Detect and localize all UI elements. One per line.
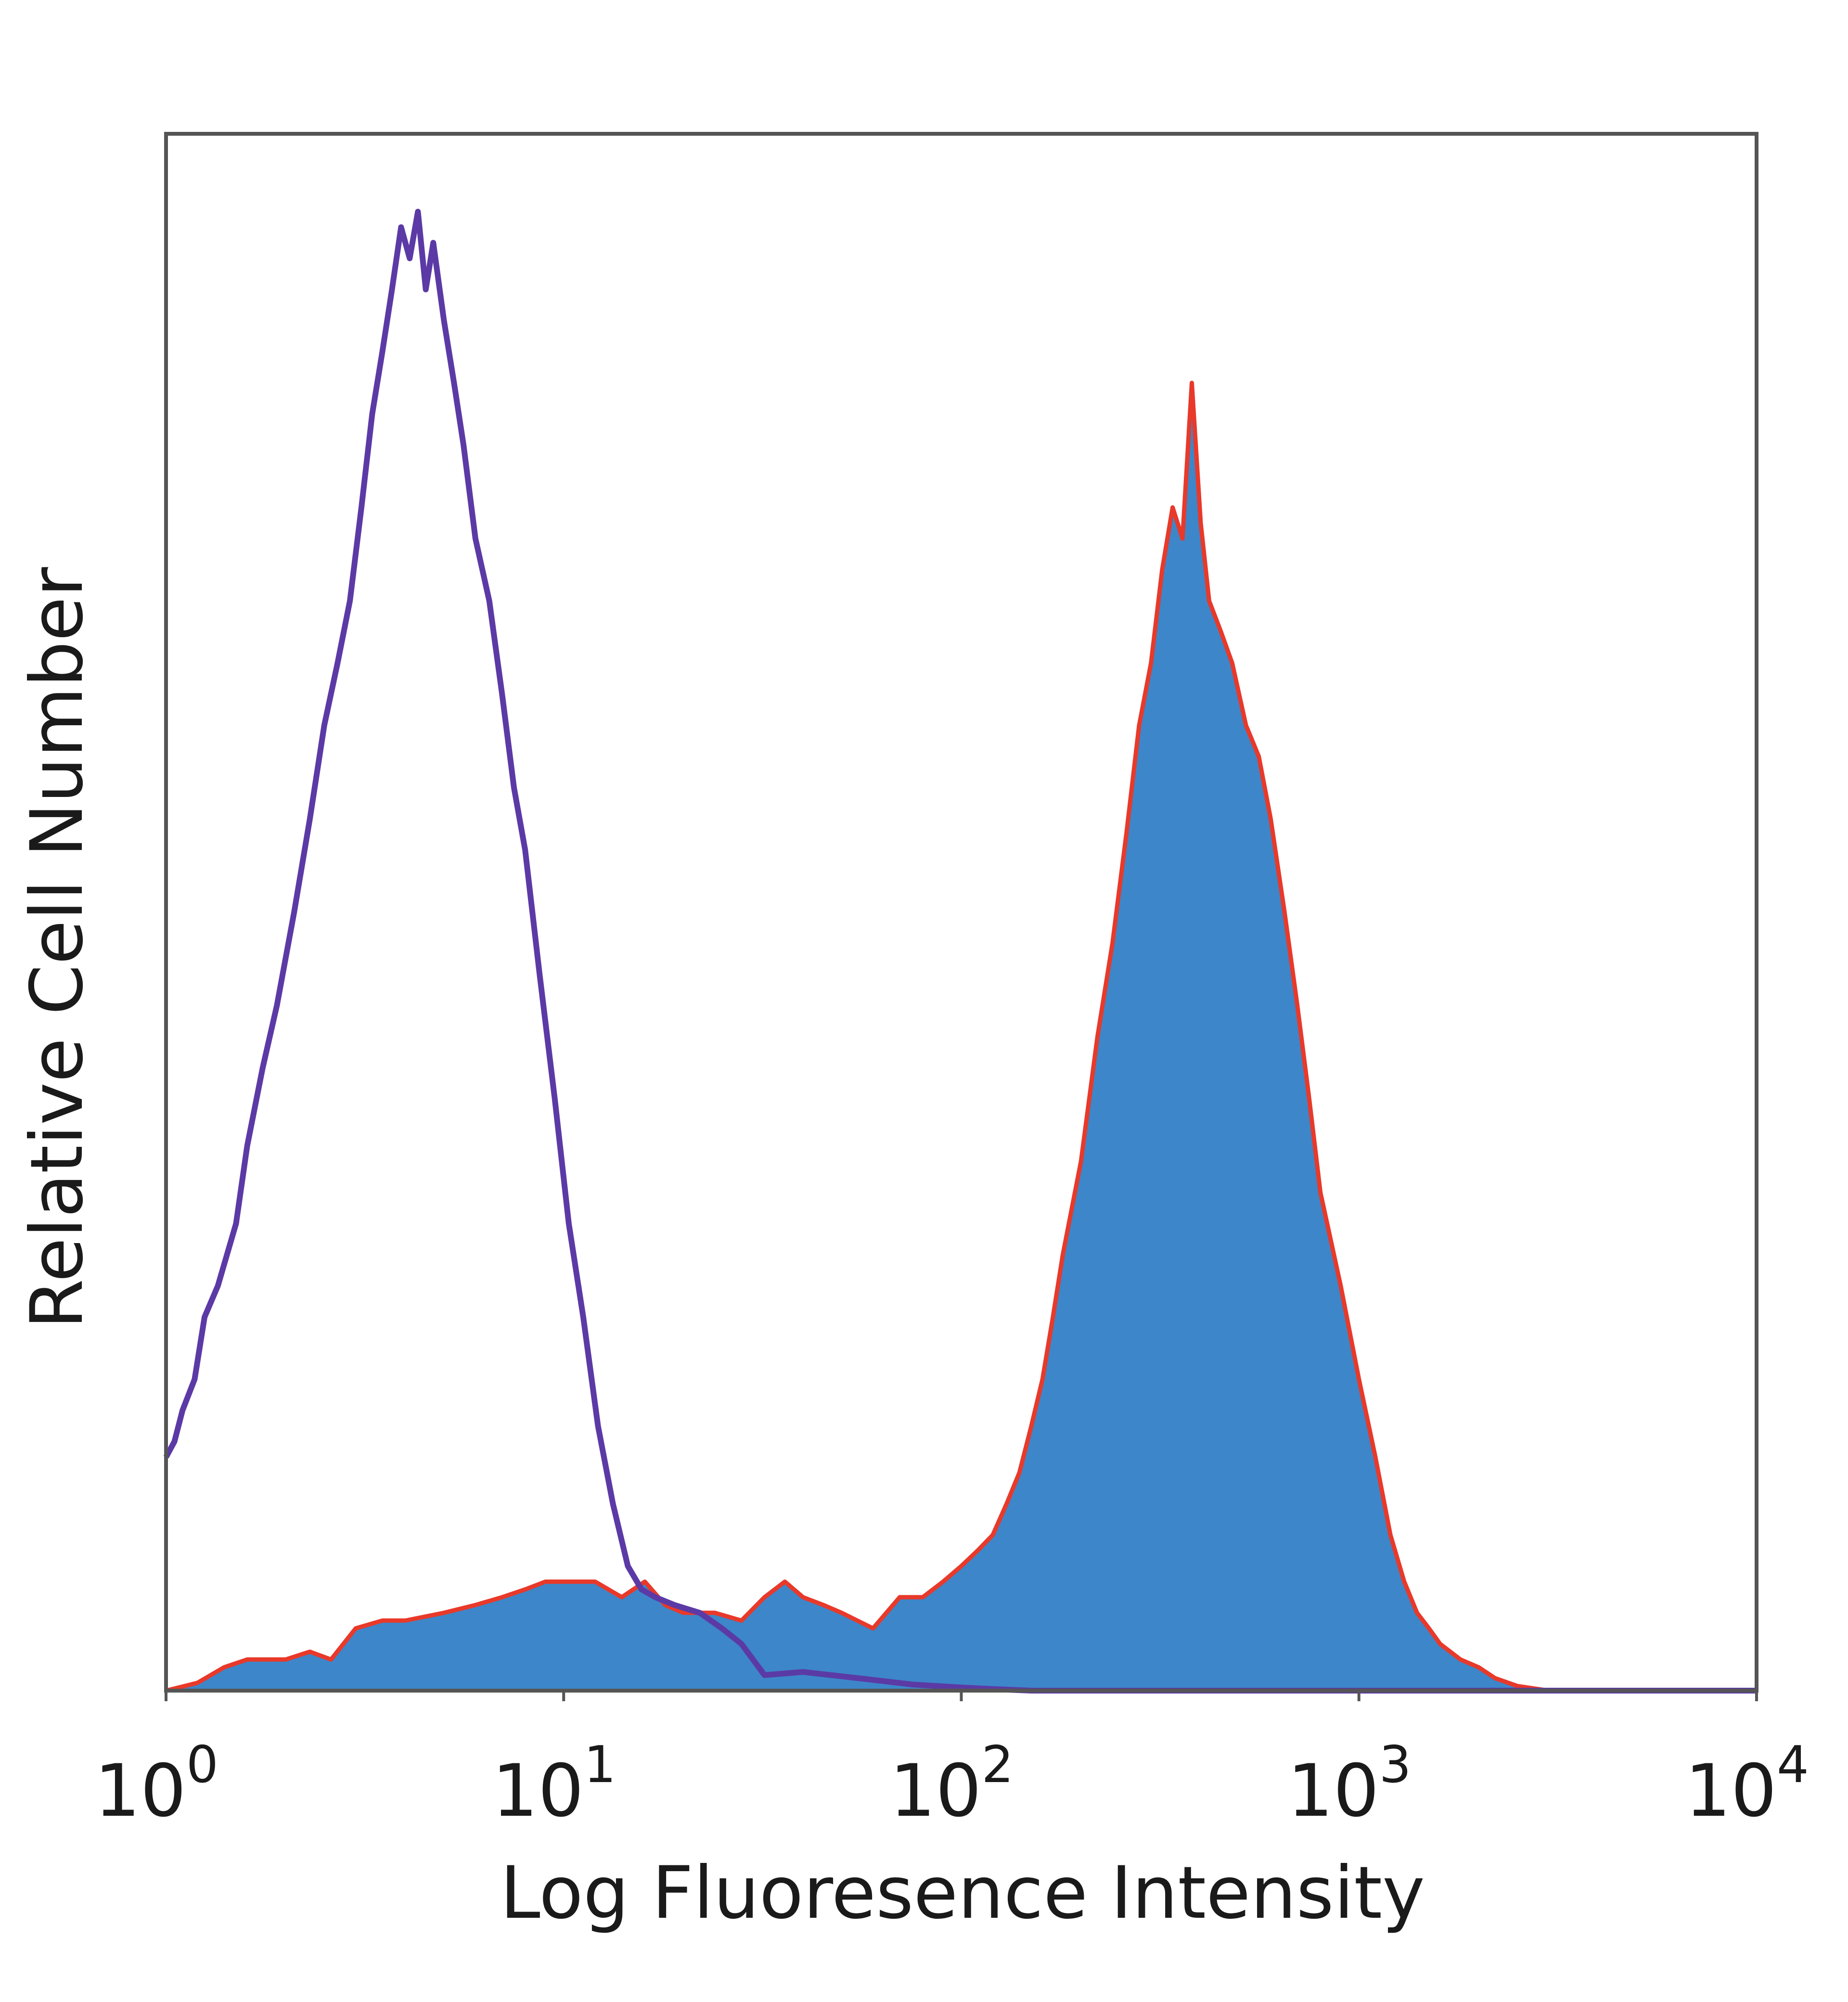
x-axis-label: Log Fluoresence Intensity [500, 1851, 1425, 1935]
x-tick-label: 101 [492, 1735, 616, 1833]
x-tick-label: 104 [1685, 1735, 1809, 1833]
x-tick-label: 100 [94, 1735, 218, 1833]
series-layer [163, 208, 1757, 1694]
plot-frame [164, 132, 1758, 1693]
x-tick-layer: 100 101 102 103 104 [94, 1691, 1809, 1833]
x-tick-label: 102 [890, 1735, 1014, 1833]
filled-histogram-edge [165, 381, 1757, 1693]
outline-histogram-line [163, 208, 1757, 1694]
y-axis-label: Relative Cell Number [15, 567, 99, 1329]
filled-histogram-area [166, 383, 1757, 1691]
x-tick-label: 103 [1287, 1735, 1412, 1833]
